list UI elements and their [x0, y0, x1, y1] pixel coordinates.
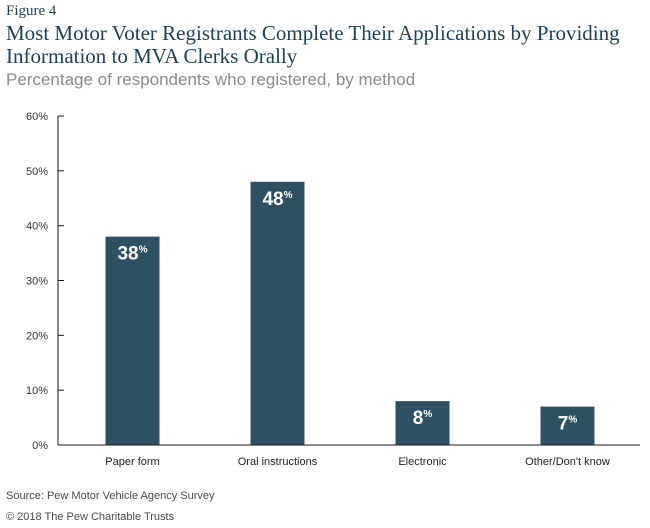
y-tick-label: 20% [26, 330, 48, 342]
bar [105, 236, 160, 445]
figure-label: Figure 4 [6, 3, 57, 19]
y-tick-label: 40% [26, 221, 48, 233]
x-axis: Paper form Oral instructions Electronic Oth… [58, 444, 640, 468]
x-category-label: Other/Don't know [525, 456, 610, 468]
y-tick-label: 50% [26, 166, 48, 178]
y-tick-label: 0% [32, 440, 48, 452]
y-tick-label: 60% [26, 111, 48, 123]
bar [250, 181, 305, 446]
x-category-label: Paper form [105, 456, 159, 468]
x-category-label: Electronic [398, 456, 447, 468]
bar [540, 406, 595, 445]
chart-subtitle: Percentage of respondents who registered… [6, 70, 416, 89]
copyright-note: © 2018 The Pew Charitable Trusts [6, 511, 175, 523]
bars: 38%48%8% 7% [105, 181, 595, 446]
bar [395, 401, 450, 445]
source-note: Source: Pew Motor Vehicle Agency Survey [6, 490, 215, 502]
bar-chart: 0% 10% 20% 30% 40% 50% 60% 38%48%8% 7% Paper fo… [26, 111, 640, 468]
y-tick-label: 30% [26, 276, 48, 288]
x-category-label: Oral instructions [238, 456, 318, 468]
chart-title: Most Motor Voter Registrants Complete Th… [6, 21, 620, 68]
y-tick-label: 10% [26, 385, 48, 397]
y-axis: 0% 10% 20% 30% 40% 50% 60% [26, 111, 64, 452]
